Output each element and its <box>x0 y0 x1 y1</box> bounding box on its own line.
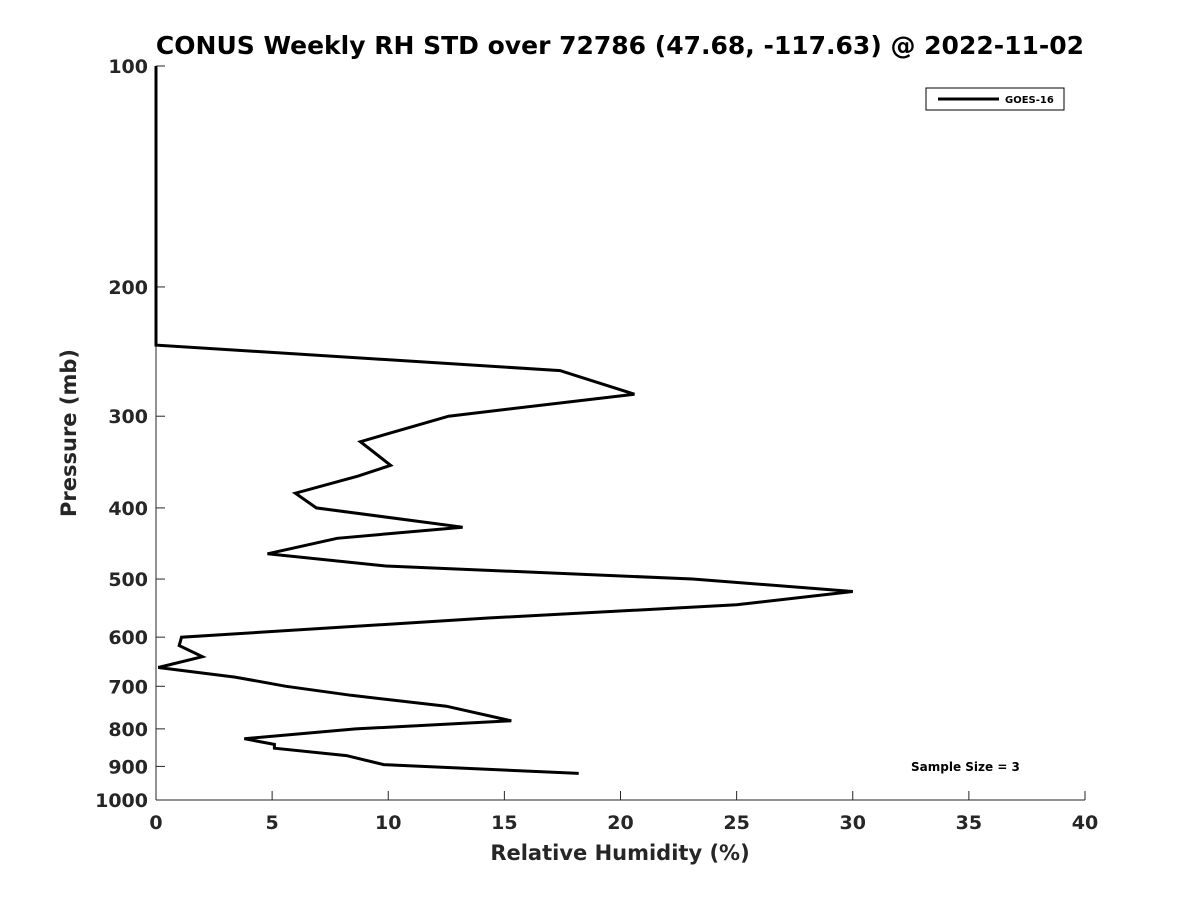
y-tick-label: 300 <box>108 406 148 428</box>
series-group <box>154 66 853 775</box>
x-tick-label: 5 <box>266 812 279 834</box>
y-tick-label: 400 <box>108 498 148 520</box>
x-tick-label: 15 <box>491 812 517 834</box>
x-tick-label: 40 <box>1072 812 1098 834</box>
sample-size-annotation: Sample Size = 3 <box>911 760 1020 774</box>
y-tick-label: 600 <box>108 627 148 649</box>
x-tick-label: 10 <box>375 812 401 834</box>
x-axis-label: Relative Humidity (%) <box>490 841 749 865</box>
y-tick-label: 700 <box>108 676 148 698</box>
x-ticks: 0 5 10 15 20 25 30 35 40 <box>149 791 1098 834</box>
x-tick-label: 25 <box>723 812 749 834</box>
chart-title: CONUS Weekly RH STD over 72786 (47.68, -… <box>156 31 1084 60</box>
x-tick-label: 0 <box>149 812 162 834</box>
y-ticks: 100 200 300 400 500 600 700 800 900 1000 <box>95 56 165 812</box>
y-tick-label: 1000 <box>95 790 148 812</box>
y-tick-label: 100 <box>108 56 148 78</box>
y-tick-label: 500 <box>108 569 148 591</box>
x-tick-label: 35 <box>956 812 982 834</box>
series-line-0 <box>154 66 853 775</box>
y-axis-label: Pressure (mb) <box>57 349 81 517</box>
axes <box>155 66 1085 801</box>
legend-label: GOES-16 <box>1005 95 1054 106</box>
x-tick-label: 20 <box>607 812 633 834</box>
x-tick-label: 30 <box>840 812 866 834</box>
y-tick-label: 800 <box>108 719 148 741</box>
legend: GOES-16 <box>925 87 1065 111</box>
y-tick-label: 200 <box>108 277 148 299</box>
y-tick-label: 900 <box>108 756 148 778</box>
